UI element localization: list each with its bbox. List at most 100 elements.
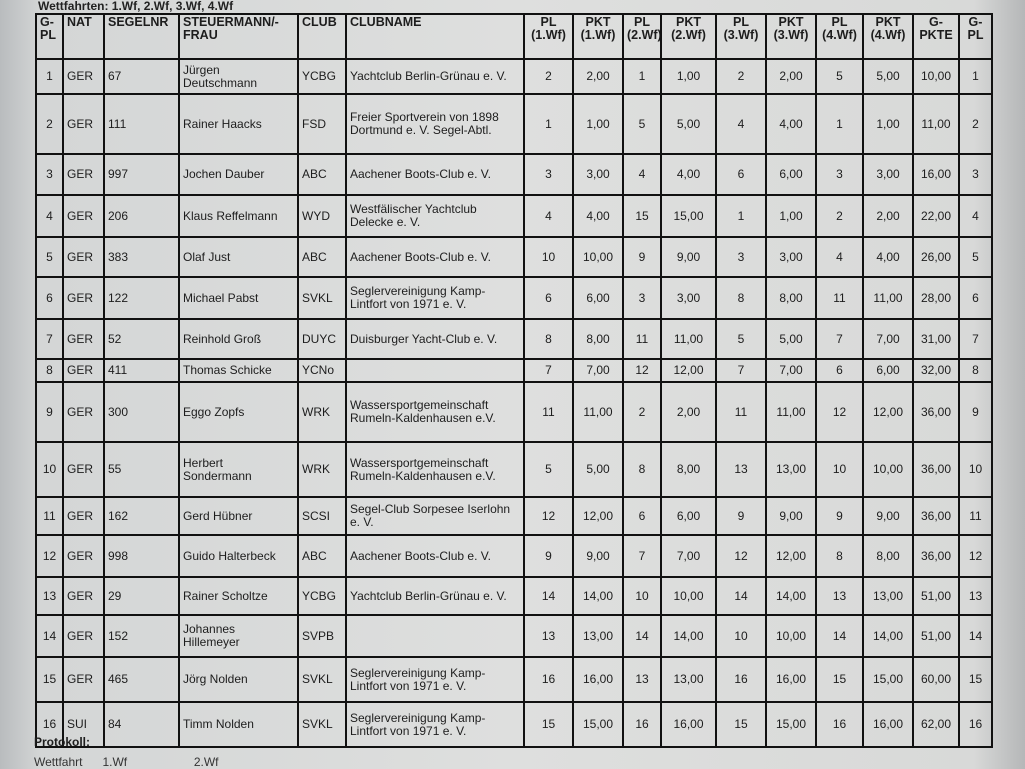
table-cell: ABC <box>297 153 347 196</box>
table-cell: 2,00 <box>862 194 914 238</box>
table-cell: 14 <box>35 614 64 658</box>
table-cell: 11 <box>715 381 767 443</box>
table-cell: 11 <box>815 276 864 320</box>
table-cell: Klaus Reffelmann <box>178 194 299 238</box>
table-cell: 5,00 <box>765 318 817 360</box>
table-cell: GER <box>62 58 105 95</box>
table-cell: GER <box>62 534 105 578</box>
table-cell: 16,00 <box>765 656 817 703</box>
table-cell: Wassersportgemeinschaft Rumeln-Kaldenhau… <box>345 381 525 443</box>
table-cell: 60,00 <box>912 656 960 703</box>
table-cell: Yachtclub Berlin-Grünau e. V. <box>345 58 525 95</box>
table-cell: 10 <box>622 576 662 616</box>
table-row: 13 GER 29 Rainer Scholtze YCBG Yachtclub Berl… <box>35 576 993 616</box>
table-cell: Michael Pabst <box>178 276 299 320</box>
table-cell: 16 <box>715 656 767 703</box>
table-cell: 9 <box>715 496 767 536</box>
table-cell: 16 <box>815 701 864 748</box>
table-cell: 3 <box>622 276 662 320</box>
table-cell: 9 <box>622 236 662 278</box>
table-cell: 15,00 <box>862 656 914 703</box>
column-header: PKT (1.Wf) <box>572 13 624 60</box>
table-cell: 14,00 <box>765 576 817 616</box>
table-cell: 3,00 <box>572 153 624 196</box>
column-header: STEUERMANN/-FRAU <box>178 13 299 60</box>
table-cell: 13 <box>958 576 993 616</box>
table-cell: Freier Sportverein von 1898 Dortmund e. … <box>345 93 525 155</box>
column-header: PKT (4.Wf) <box>862 13 914 60</box>
table-cell: Herbert Sondermann <box>178 441 299 498</box>
table-cell: 8,00 <box>572 318 624 360</box>
table-cell: 8 <box>958 358 993 383</box>
table-cell: 13 <box>715 441 767 498</box>
table-cell: 383 <box>103 236 180 278</box>
table-cell: Aachener Boots-Club e. V. <box>345 153 525 196</box>
table-cell <box>345 358 525 383</box>
table-cell: 15 <box>958 656 993 703</box>
table-cell: 10,00 <box>572 236 624 278</box>
table-cell: SCSI <box>297 496 347 536</box>
table-cell: 15 <box>815 656 864 703</box>
table-cell: 206 <box>103 194 180 238</box>
table-cell: 5 <box>523 441 574 498</box>
table-cell: 7,00 <box>572 358 624 383</box>
column-header: G-PL <box>35 13 64 60</box>
table-cell: 22,00 <box>912 194 960 238</box>
table-cell: 8 <box>523 318 574 360</box>
table-cell: GER <box>62 194 105 238</box>
table-cell: 9,00 <box>660 236 717 278</box>
table-cell: 411 <box>103 358 180 383</box>
table-cell: 13 <box>35 576 64 616</box>
table-cell: 5 <box>958 236 993 278</box>
table-cell: 6 <box>958 276 993 320</box>
table-cell: 8 <box>622 441 662 498</box>
table-cell: 998 <box>103 534 180 578</box>
table-cell: 2 <box>715 58 767 95</box>
table-cell: 36,00 <box>912 381 960 443</box>
table-cell: SVPB <box>297 614 347 658</box>
table-cell: 13 <box>815 576 864 616</box>
table-cell: 2 <box>35 93 64 155</box>
table-cell: 51,00 <box>912 614 960 658</box>
table-cell: 62,00 <box>912 701 960 748</box>
table-cell: 10 <box>815 441 864 498</box>
table-cell: 32,00 <box>912 358 960 383</box>
table-row: 5 GER 383 Olaf Just ABC Aachener Boots-Club e… <box>35 236 993 278</box>
table-cell: 2,00 <box>765 58 817 95</box>
table-cell: GER <box>62 236 105 278</box>
table-cell: 8 <box>815 534 864 578</box>
table-cell: 1 <box>815 93 864 155</box>
table-cell: 9 <box>523 534 574 578</box>
table-cell: 6,00 <box>660 496 717 536</box>
table-row: 15 GER 465 Jörg Nolden SVKL Seglervereinigung… <box>35 656 993 703</box>
table-cell: 13,00 <box>572 614 624 658</box>
table-cell: 16 <box>35 701 64 748</box>
table-cell: 11 <box>35 496 64 536</box>
table-cell: Wassersportgemeinschaft Rumeln-Kaldenhau… <box>345 441 525 498</box>
table-cell: Jürgen Deutschmann <box>178 58 299 95</box>
table-cell: 7,00 <box>765 358 817 383</box>
table-cell: 36,00 <box>912 441 960 498</box>
table-row: 6 GER 122 Michael Pabst SVKL Seglervereinigun… <box>35 276 993 320</box>
table-cell: 1,00 <box>660 58 717 95</box>
table-cell: 8,00 <box>765 276 817 320</box>
table-cell: 16 <box>958 701 993 748</box>
table-cell: 6,00 <box>862 358 914 383</box>
table-cell: 3 <box>715 236 767 278</box>
table-cell: 14,00 <box>660 614 717 658</box>
table-cell: 1,00 <box>765 194 817 238</box>
column-header: SEGELNR <box>103 13 180 60</box>
table-row: 8 GER 411 Thomas Schicke YCNo 7 7,00 12 12,00 7 7,… <box>35 358 993 383</box>
table-cell: 111 <box>103 93 180 155</box>
table-cell: GER <box>62 381 105 443</box>
table-cell: Jörg Nolden <box>178 656 299 703</box>
column-header: G-PL <box>958 13 993 60</box>
table-cell: Yachtclub Berlin-Grünau e. V. <box>345 576 525 616</box>
table-cell: 6 <box>622 496 662 536</box>
table-cell: WRK <box>297 381 347 443</box>
table-cell: 4 <box>715 93 767 155</box>
table-cell: Eggo Zopfs <box>178 381 299 443</box>
table-cell: ABC <box>297 534 347 578</box>
table-cell: 11,00 <box>765 381 817 443</box>
table-cell: 15 <box>622 194 662 238</box>
